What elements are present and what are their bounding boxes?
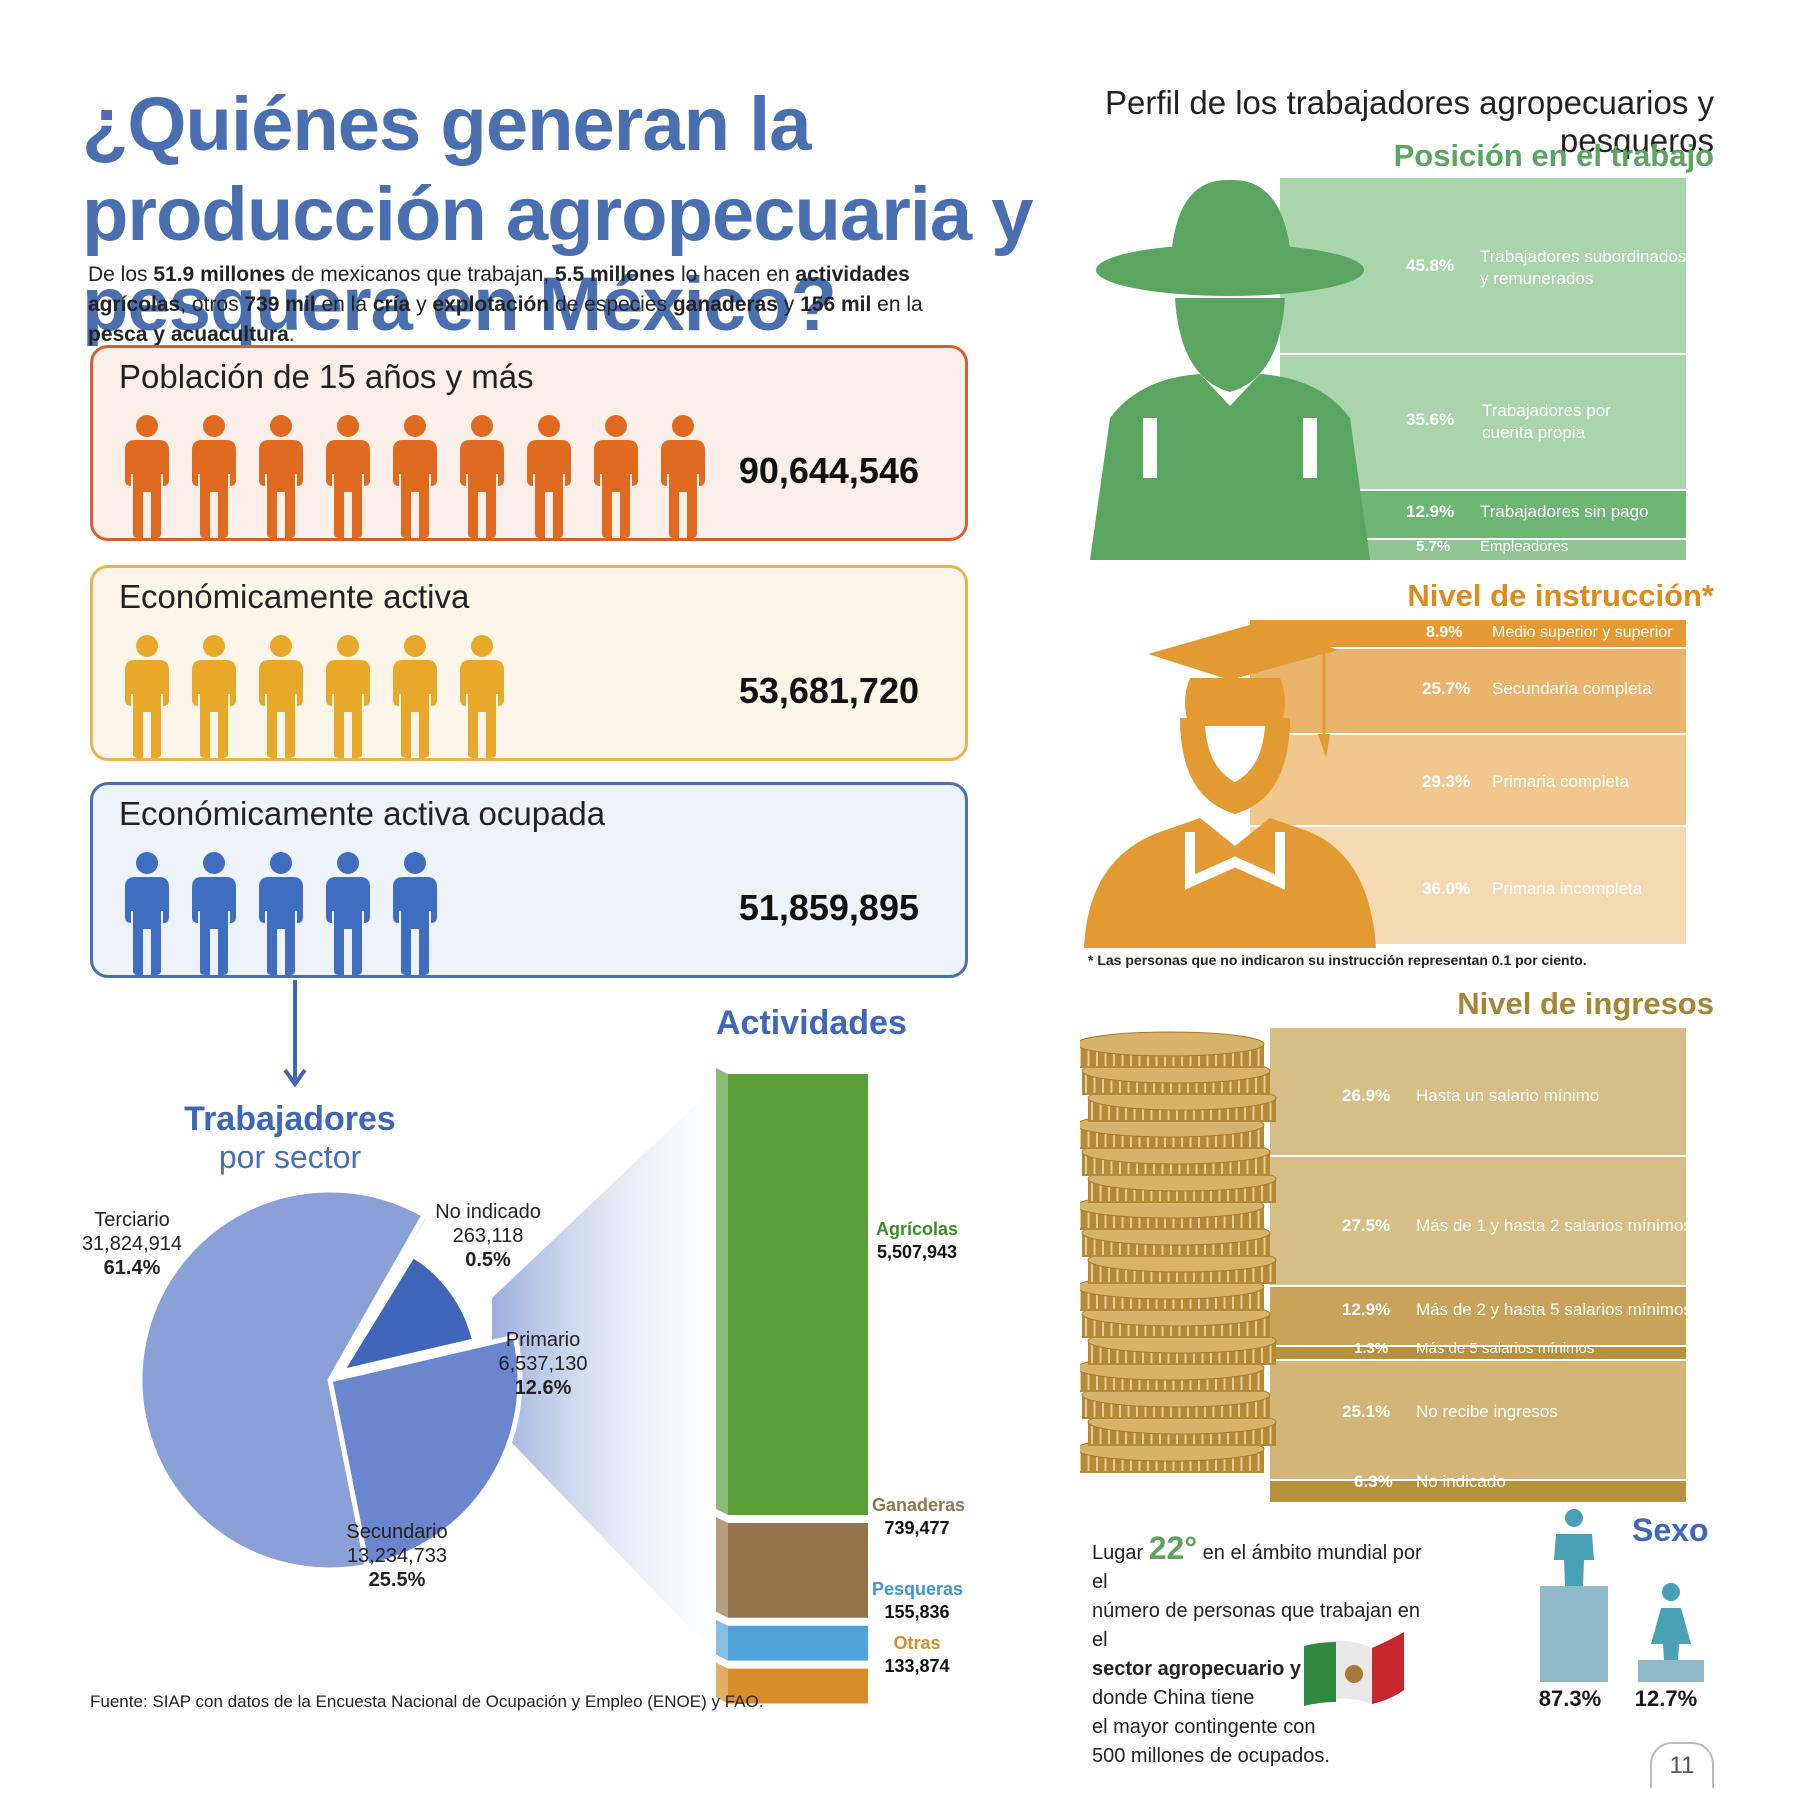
female-icon bbox=[1651, 1583, 1691, 1660]
position-chart bbox=[1090, 178, 1686, 560]
bar-segment bbox=[728, 1668, 868, 1704]
person-icon bbox=[527, 415, 571, 538]
person-icon bbox=[326, 635, 370, 758]
activities-title: Actividades bbox=[716, 1004, 907, 1042]
sector-subtitle: por sector bbox=[218, 1139, 362, 1175]
bar-segment bbox=[728, 1625, 868, 1661]
person-icon bbox=[393, 852, 437, 975]
bar-side bbox=[716, 1517, 728, 1618]
sex-bar bbox=[1540, 1585, 1608, 1682]
bar-side bbox=[716, 1619, 728, 1661]
employed-population-value: 51,859,895 bbox=[738, 887, 919, 928]
person-icon bbox=[594, 415, 638, 538]
sex-title: Sexo bbox=[1632, 1512, 1709, 1548]
person-icon bbox=[192, 415, 236, 538]
person-icon bbox=[125, 415, 169, 538]
income-title: Nivel de ingresos bbox=[1457, 986, 1714, 1021]
person-icon bbox=[125, 635, 169, 758]
instruction-note: * Las personas que no indicaron su instr… bbox=[1088, 952, 1587, 968]
male-icon bbox=[1554, 1508, 1594, 1586]
population-box: Población de 15 años y más 90,644,546 bbox=[90, 345, 968, 541]
person-icon bbox=[125, 852, 169, 975]
people-icons bbox=[125, 635, 504, 758]
intro-text: De los 51.9 millones de mexicanos que tr… bbox=[88, 263, 923, 346]
person-icon bbox=[460, 635, 504, 758]
bar-label-pesqueras: Pesqueras 155,836 bbox=[872, 1579, 964, 1622]
page-number: 11 bbox=[1650, 1742, 1714, 1788]
sex-chart bbox=[1540, 1508, 1704, 1682]
employed-population-box: Económicamente activa ocupada 51,859,895 bbox=[90, 782, 968, 978]
population-value: 90,644,546 bbox=[738, 450, 919, 491]
pie-slice bbox=[327, 1333, 523, 1570]
source-note: Fuente: SIAP con datos de la Encuesta Na… bbox=[90, 1692, 764, 1711]
person-icon bbox=[326, 852, 370, 975]
pie-label-no-indicado: No indicado 263,118 0.5% bbox=[435, 1201, 541, 1271]
sex-bar bbox=[1638, 1660, 1704, 1682]
person-icon bbox=[192, 635, 236, 758]
bar-label-otras: Otras 133,874 bbox=[884, 1633, 950, 1676]
population-label: Población de 15 años y más bbox=[119, 358, 534, 395]
pie-label-primario: Primario 6,537,130 12.6% bbox=[498, 1329, 588, 1399]
sex-male-value: 87.3% bbox=[1538, 1686, 1602, 1711]
bar-label-ganaderas: Ganaderas 739,477 bbox=[872, 1495, 966, 1538]
person-icon bbox=[192, 852, 236, 975]
pie-label-secundario: Secundario 13,234,733 25.5% bbox=[346, 1521, 448, 1591]
person-icon bbox=[661, 415, 705, 538]
active-population-label: Económicamente activa bbox=[119, 578, 470, 615]
bar-segment bbox=[728, 1523, 868, 1618]
funnel-shape bbox=[492, 1074, 728, 1668]
pie-label-terciario: Terciario 31,824,914 61.4% bbox=[81, 1209, 183, 1279]
bar-side bbox=[716, 1068, 728, 1516]
bar-segment bbox=[728, 1074, 868, 1516]
person-icon bbox=[259, 415, 303, 538]
people-icons bbox=[125, 852, 437, 975]
instruction-chart bbox=[1084, 620, 1686, 948]
pie-slice bbox=[336, 1251, 478, 1376]
page-title: ¿Quiénes generan la producción agropecua… bbox=[82, 82, 1034, 347]
people-icons bbox=[125, 415, 705, 538]
employed-population-label: Económicamente activa ocupada bbox=[119, 795, 606, 832]
bar-side bbox=[716, 1662, 728, 1704]
arrow-down-icon bbox=[283, 980, 307, 1088]
coins-icon bbox=[1080, 1031, 1277, 1473]
sector-title: Trabajadores bbox=[184, 1100, 396, 1138]
income-chart bbox=[1080, 1028, 1686, 1502]
person-icon bbox=[326, 415, 370, 538]
farmer-icon bbox=[1090, 179, 1370, 560]
person-icon bbox=[259, 852, 303, 975]
active-population-box: Económicamente activa 53,681,720 bbox=[90, 565, 968, 761]
person-icon bbox=[460, 415, 504, 538]
bar-label-agricolas: Agrícolas 5,507,943 bbox=[875, 1219, 959, 1262]
person-icon bbox=[393, 635, 437, 758]
position-title: Posición en el trabajo bbox=[1393, 138, 1714, 173]
person-icon bbox=[259, 635, 303, 758]
profile-title: Perfil de los trabajadores agropecuarios… bbox=[1104, 84, 1714, 159]
active-population-value: 53,681,720 bbox=[738, 670, 919, 711]
mexico-flag-icon bbox=[1304, 1632, 1404, 1706]
person-icon bbox=[393, 415, 437, 538]
instruction-title: Nivel de instrucción* bbox=[1407, 578, 1714, 613]
pie-slice bbox=[137, 1187, 428, 1573]
sex-female-value: 12.7% bbox=[1634, 1686, 1698, 1711]
